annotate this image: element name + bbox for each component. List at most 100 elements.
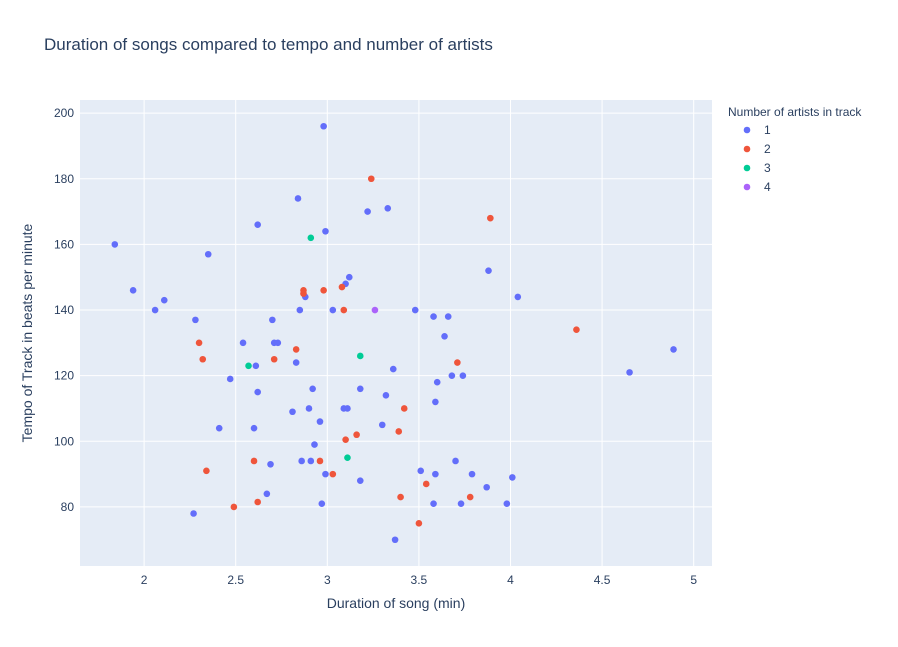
x-tick-label: 2 — [141, 573, 148, 587]
data-point-series-1 — [320, 122, 327, 130]
data-point-series-1 — [432, 398, 439, 406]
data-point-series-1 — [318, 500, 326, 507]
y-tick-label: 140 — [54, 303, 74, 317]
data-point-series-1 — [448, 372, 456, 379]
data-point-series-2 — [367, 175, 375, 183]
data-point-series-1 — [430, 313, 437, 320]
legend-marker-series-1[interactable] — [743, 126, 751, 134]
data-point-series-1 — [322, 227, 329, 235]
data-point-series-1 — [204, 250, 212, 258]
data-point-series-1 — [263, 490, 271, 498]
data-point-series-1 — [267, 460, 274, 468]
legend-marker-series-4[interactable] — [743, 183, 751, 191]
data-point-series-2 — [573, 326, 580, 334]
data-point-series-1 — [192, 316, 199, 324]
data-point-series-1 — [344, 405, 351, 412]
data-point-series-2 — [353, 431, 360, 439]
data-point-series-1 — [514, 293, 522, 301]
x-tick-label: 4.5 — [594, 573, 611, 587]
data-points — [111, 122, 677, 544]
data-point-series-2 — [329, 470, 337, 478]
data-point-series-1 — [252, 362, 260, 370]
data-point-series-3 — [356, 352, 364, 360]
data-point-series-1 — [269, 316, 276, 324]
data-point-series-1 — [384, 204, 392, 212]
data-point-series-1 — [626, 369, 633, 376]
data-point-series-1 — [226, 375, 234, 383]
data-point-series-1 — [309, 385, 316, 393]
data-point-series-2 — [250, 457, 258, 465]
x-tick-label: 4 — [507, 573, 514, 587]
y-axis-ticks: 80 100 120 140 160 180 200 — [54, 106, 74, 514]
data-point-series-1 — [345, 273, 353, 281]
data-point-series-2 — [316, 457, 324, 465]
data-point-series-2 — [466, 493, 474, 501]
data-point-series-1 — [378, 421, 386, 429]
data-point-series-2 — [415, 520, 423, 527]
x-axis-ticks: 2 2.5 3 3.5 4 4.5 5 — [141, 573, 698, 587]
data-point-series-2 — [342, 436, 349, 443]
chart-title: Duration of songs compared to tempo and … — [44, 35, 493, 54]
data-point-series-2 — [397, 493, 404, 501]
data-point-series-2 — [300, 290, 307, 297]
data-point-series-1 — [292, 359, 300, 366]
data-point-series-2 — [230, 503, 238, 511]
x-tick-label: 2.5 — [227, 573, 244, 587]
data-point-series-1 — [364, 208, 371, 215]
data-point-series-1 — [254, 221, 261, 229]
data-point-series-1 — [305, 405, 313, 412]
data-point-series-1 — [239, 339, 247, 347]
data-point-series-1 — [311, 441, 318, 448]
legend-label-series-2[interactable]: 2 — [764, 142, 771, 156]
x-tick-label: 3 — [324, 573, 331, 587]
data-point-series-2 — [400, 405, 408, 412]
data-point-series-1 — [459, 372, 467, 379]
y-tick-label: 120 — [54, 369, 74, 383]
data-point-series-1 — [111, 241, 119, 248]
data-point-series-1 — [307, 457, 315, 465]
data-point-series-1 — [215, 424, 223, 432]
data-point-series-1 — [160, 296, 168, 304]
data-point-series-2 — [320, 287, 327, 294]
data-point-series-1 — [468, 470, 476, 478]
y-tick-label: 180 — [54, 172, 74, 186]
data-point-series-2 — [199, 355, 207, 363]
data-point-series-1 — [433, 378, 441, 386]
x-tick-label: 5 — [690, 573, 697, 587]
data-point-series-1 — [289, 408, 296, 416]
data-point-series-2 — [254, 498, 261, 506]
x-axis-title: Duration of song (min) — [327, 595, 466, 611]
data-point-series-1 — [190, 510, 197, 517]
gridlines — [80, 100, 712, 566]
data-point-series-1 — [485, 267, 492, 274]
data-point-series-1 — [329, 306, 337, 314]
data-point-series-1 — [316, 418, 324, 425]
data-point-series-2 — [292, 346, 300, 353]
data-point-series-1 — [417, 467, 425, 475]
legend-marker-series-2[interactable] — [743, 145, 751, 153]
y-axis-title: Tempo of Track in beats per minute — [19, 223, 35, 442]
y-tick-label: 160 — [54, 237, 74, 251]
data-point-series-1 — [509, 474, 516, 481]
data-point-series-1 — [274, 339, 282, 347]
data-point-series-4 — [371, 306, 379, 314]
data-point-series-1 — [670, 346, 677, 353]
data-point-series-1 — [430, 500, 437, 507]
legend-label-series-1[interactable]: 1 — [764, 123, 771, 137]
legend-label-series-3[interactable]: 3 — [764, 161, 771, 175]
data-point-series-1 — [322, 470, 329, 478]
data-point-series-1 — [129, 287, 137, 294]
legend-marker-series-3[interactable] — [743, 164, 751, 172]
data-point-series-3 — [245, 362, 252, 370]
plot-area — [80, 100, 712, 566]
legend-title: Number of artists in track — [728, 105, 862, 119]
data-point-series-3 — [344, 454, 351, 462]
data-point-series-1 — [441, 332, 448, 340]
x-tick-label: 3.5 — [411, 573, 428, 587]
data-point-series-2 — [395, 428, 403, 435]
data-point-series-2 — [203, 467, 210, 475]
data-point-series-1 — [389, 365, 397, 373]
legend-label-series-4[interactable]: 4 — [764, 180, 771, 194]
data-point-series-2 — [270, 355, 278, 363]
